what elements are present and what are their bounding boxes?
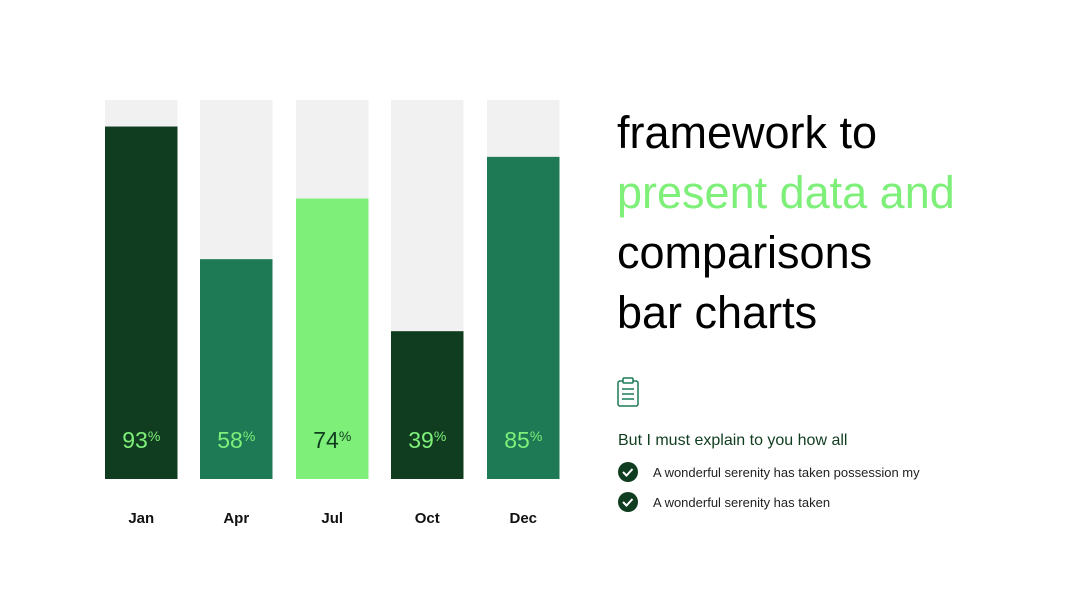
value-number: 93 (122, 427, 148, 453)
check-icon (618, 492, 638, 512)
value-label: 58% (217, 427, 255, 453)
value-label: 93% (122, 427, 160, 453)
value-unit: % (148, 428, 160, 444)
value-number: 39 (408, 427, 434, 453)
value-unit: % (339, 428, 351, 444)
value-number: 58 (217, 427, 243, 453)
bar (200, 259, 273, 479)
bullet-text: A wonderful serenity has taken (653, 495, 830, 510)
value-number: 85 (504, 427, 530, 453)
value-unit: % (243, 428, 255, 444)
x-tick-label: Oct (415, 510, 440, 527)
subheading: But I must explain to you how all (618, 432, 847, 449)
check-mark (622, 468, 634, 477)
value-unit: % (434, 428, 446, 444)
value-label: 39% (408, 427, 446, 453)
x-tick-label: Jul (321, 510, 343, 527)
value-label: 74% (313, 427, 351, 453)
bullet-text: A wonderful serenity has taken possessio… (653, 465, 920, 480)
value-label: 85% (504, 427, 542, 453)
x-tick-label: Jan (128, 510, 154, 527)
bar (296, 198, 369, 480)
clipboard-icon (617, 377, 639, 407)
x-tick-label: Apr (223, 510, 249, 527)
check-icon (618, 462, 638, 482)
bar (105, 126, 178, 479)
heading-line: framework to (617, 107, 877, 158)
heading-line: present data and (617, 167, 955, 218)
heading-line: comparisons (617, 227, 872, 278)
check-mark (622, 498, 634, 507)
bar (391, 331, 464, 479)
bar (487, 156, 560, 479)
value-unit: % (530, 428, 542, 444)
heading-line: bar charts (617, 287, 817, 338)
x-tick-label: Dec (509, 510, 537, 527)
value-number: 74 (313, 427, 339, 453)
